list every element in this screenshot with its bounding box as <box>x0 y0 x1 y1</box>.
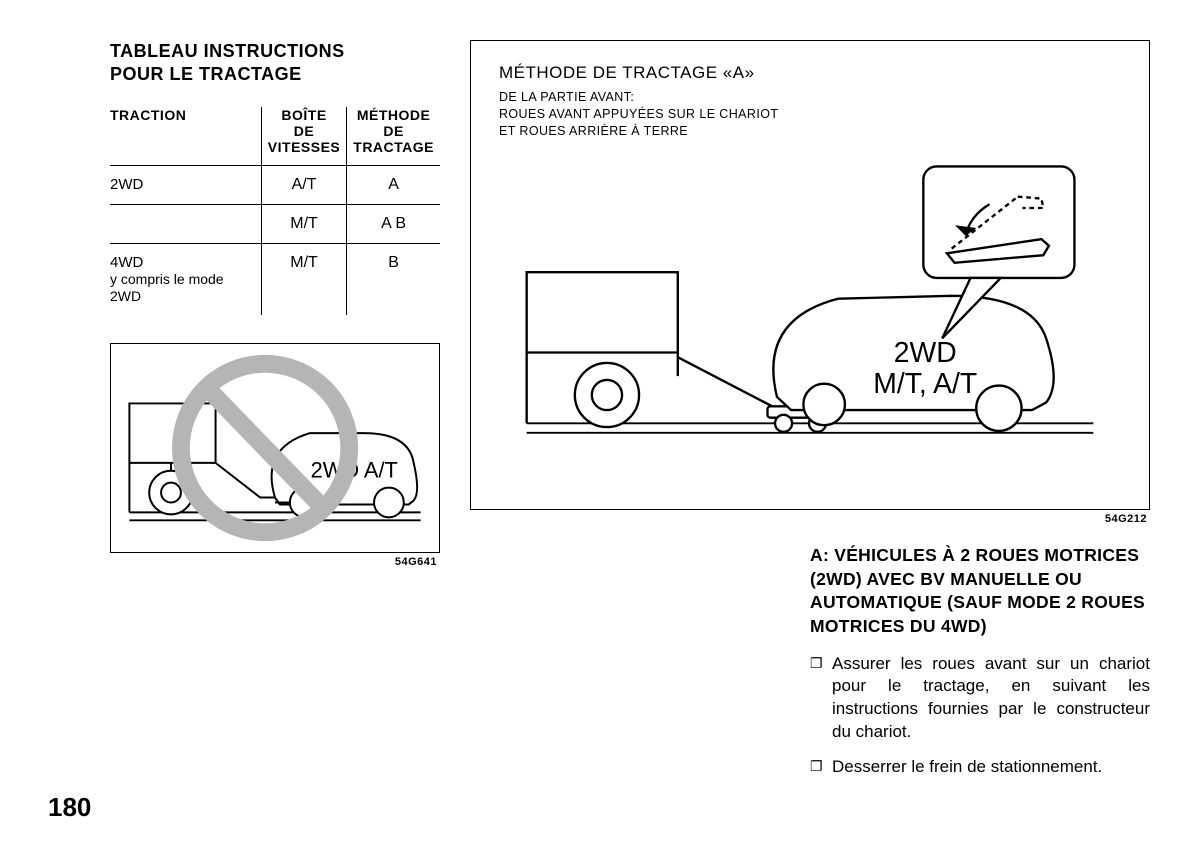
cell-text: 2WD <box>110 176 143 193</box>
header-line: DE <box>294 123 314 139</box>
figure-prohibited-towing: 2WD A/T 54G641 <box>110 343 440 553</box>
header-line: MÉTHODE <box>357 107 431 123</box>
prohibited-towing-icon: 2WD A/T <box>111 344 439 552</box>
table-row: 2WD A/T A <box>110 166 440 205</box>
method-a-illustration-icon: 2WD M/T, A/T <box>499 140 1121 480</box>
cell-method: B <box>347 244 440 315</box>
towing-table: TRACTION BOÎTE DE VITESSES MÉTHODE DE TR… <box>110 107 440 315</box>
figure-code: 54G212 <box>1105 513 1147 525</box>
header-line: VITESSES <box>268 139 340 155</box>
cell-text: 4WD <box>110 254 143 271</box>
table-row: 4WD y compris le mode 2WD M/T B <box>110 244 440 315</box>
col-header-method: MÉTHODE DE TRACTAGE <box>347 107 440 166</box>
table-row: M/T A B <box>110 205 440 244</box>
figure-label-line2: M/T, A/T <box>873 368 977 400</box>
cell-gearbox: A/T <box>261 166 346 205</box>
sub-line: ET ROUES ARRIÈRE À TERRE <box>499 124 688 138</box>
figure-title: MÉTHODE DE TRACTAGE «A» <box>499 63 1121 83</box>
col-header-traction: TRACTION <box>110 107 261 166</box>
title-line: POUR LE TRACTAGE <box>110 64 302 84</box>
left-column: TABLEAU INSTRUCTIONS POUR LE TRACTAGE TR… <box>110 40 440 553</box>
method-a-heading: A: VÉHICULES À 2 ROUES MOTRICES (2WD) AV… <box>810 544 1150 639</box>
figure-code: 54G641 <box>395 556 437 568</box>
title-line: TABLEAU INSTRUCTIONS <box>110 41 345 61</box>
cell-gearbox: M/T <box>261 205 346 244</box>
figure-label-line1: 2WD <box>894 337 957 369</box>
sub-line: ROUES AVANT APPUYÉES SUR LE CHARIOT <box>499 107 778 121</box>
cell-traction <box>110 205 261 244</box>
cell-method: A <box>347 166 440 205</box>
header-line: DE <box>383 123 403 139</box>
header-line: BOÎTE <box>281 107 326 123</box>
cell-traction: 2WD <box>110 166 261 205</box>
list-item: Assurer les roues avant sur un chariot p… <box>810 653 1150 745</box>
list-item: Desserrer le frein de stationnement. <box>810 756 1150 779</box>
cell-method: A B <box>347 205 440 244</box>
figure-subtitle: DE LA PARTIE AVANT: ROUES AVANT APPUYÉES… <box>499 89 1121 140</box>
header-line: TRACTAGE <box>353 139 434 155</box>
col-header-gearbox: BOÎTE DE VITESSES <box>261 107 346 166</box>
cell-traction: 4WD y compris le mode 2WD <box>110 244 261 315</box>
figure-method-a: MÉTHODE DE TRACTAGE «A» DE LA PARTIE AVA… <box>470 40 1150 510</box>
right-column: MÉTHODE DE TRACTAGE «A» DE LA PARTIE AVA… <box>470 40 1150 791</box>
page: TABLEAU INSTRUCTIONS POUR LE TRACTAGE TR… <box>0 0 1200 845</box>
method-a-description: A: VÉHICULES À 2 ROUES MOTRICES (2WD) AV… <box>470 544 1150 779</box>
cell-gearbox: M/T <box>261 244 346 315</box>
sub-line: DE LA PARTIE AVANT: <box>499 90 634 104</box>
towing-table-title: TABLEAU INSTRUCTIONS POUR LE TRACTAGE <box>110 40 440 85</box>
page-number: 180 <box>48 792 91 823</box>
columns: TABLEAU INSTRUCTIONS POUR LE TRACTAGE TR… <box>110 40 1150 791</box>
cell-subtext: y compris le mode 2WD <box>110 271 255 305</box>
method-a-steps: Assurer les roues avant sur un chariot p… <box>810 653 1150 780</box>
